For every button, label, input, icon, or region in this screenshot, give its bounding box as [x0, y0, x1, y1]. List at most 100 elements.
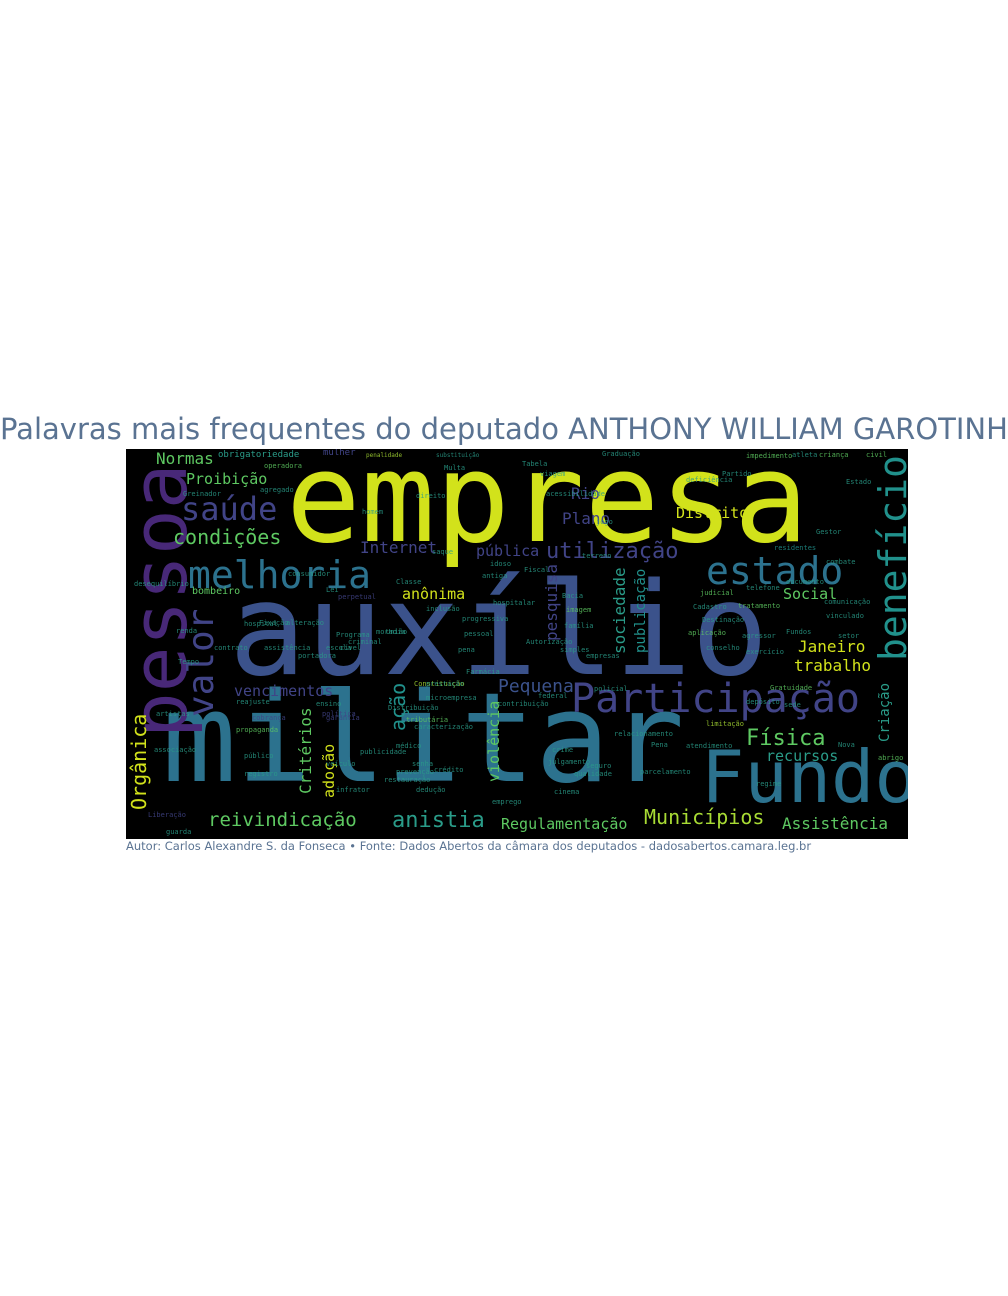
word-cloud-word: guarda: [166, 828, 192, 836]
word-cloud-word: melhoria: [188, 553, 372, 597]
word-cloud-word: Fixação: [259, 619, 289, 627]
word-cloud-word: parcelamento: [640, 768, 691, 776]
word-cloud-word: federal: [538, 692, 568, 700]
word-cloud-word: União: [386, 628, 408, 636]
word-cloud-word: publicação: [633, 569, 649, 654]
word-cloud-word: viagem: [540, 470, 566, 478]
word-cloud-word: Estado: [846, 478, 872, 486]
word-cloud-word: alteração: [286, 619, 324, 627]
word-cloud-word: Regulamentação: [501, 815, 628, 833]
word-cloud-word: Fundo: [701, 735, 908, 819]
word-cloud-word: Janeiro: [798, 637, 866, 656]
word-cloud-word: exercício: [746, 648, 784, 656]
word-cloud-word: publicidade: [360, 748, 407, 756]
word-cloud-word: prestação: [426, 680, 464, 688]
word-cloud-word: homem: [362, 508, 384, 516]
word-cloud-word: sociedade: [610, 567, 629, 654]
word-cloud-word: ensino: [316, 700, 342, 708]
word-cloud-word: saúde: [181, 490, 278, 528]
word-cloud-word: Constituição: [414, 680, 465, 688]
word-cloud-word: benefício: [871, 455, 908, 661]
word-cloud-word: Nova: [838, 741, 855, 749]
word-cloud-word: Lei: [326, 586, 339, 594]
word-cloud-word: regime: [756, 780, 782, 788]
word-cloud-word: agressor: [742, 632, 776, 640]
word-cloud-word: Autorização: [526, 638, 573, 646]
word-cloud-word: aplicação: [688, 629, 726, 637]
word-cloud-word: direito: [416, 492, 446, 500]
word-cloud-word: imagem: [566, 606, 592, 614]
chart-title: Palavras mais frequentes do deputado ANT…: [0, 412, 1008, 446]
word-cloud-word: Graduação: [602, 450, 640, 458]
word-cloud-word: seguro: [586, 762, 612, 770]
word-cloud-word: tratamento: [738, 602, 781, 610]
word-cloud-word: médico: [396, 742, 422, 750]
word-cloud-word: Plano: [562, 509, 611, 528]
word-cloud-word: reivindicação: [208, 809, 357, 831]
word-cloud-word: antiga: [482, 572, 508, 580]
word-cloud-word: microempresa: [426, 694, 477, 702]
word-cloud-word: militar: [162, 667, 685, 811]
word-cloud-word: qualidade: [574, 770, 612, 778]
word-cloud-word: Normas: [156, 449, 214, 468]
word-cloud-word: pesquisa: [542, 564, 561, 642]
word-cloud-word: pública: [476, 542, 540, 560]
word-cloud-word: violência: [485, 701, 503, 783]
word-cloud-word: sede: [784, 701, 801, 709]
word-cloud-word: Greinador: [183, 490, 221, 498]
word-cloud-word: telefone: [746, 584, 780, 592]
word-cloud-word: crédito: [434, 766, 464, 774]
word-cloud-word: tributária: [406, 716, 449, 724]
word-cloud-word: Multa: [444, 464, 466, 472]
word-cloud-word: Municípios: [644, 805, 765, 829]
word-cloud-word: Distribuição: [388, 704, 439, 712]
word-cloud-word: Farmácia: [466, 668, 500, 676]
word-cloud-word: vinculado: [826, 612, 864, 620]
word-cloud-word: portadora: [298, 652, 336, 660]
word-cloud-word: Classe: [396, 578, 422, 586]
word-cloud-word: moradia: [376, 628, 406, 636]
word-cloud-word: criança: [819, 451, 849, 459]
word-cloud-word: idoso: [490, 560, 512, 568]
word-cloud-word: estado: [706, 549, 844, 593]
word-cloud-word: auxílio: [229, 556, 769, 705]
word-cloud-word: Tempo: [178, 658, 200, 666]
word-cloud-word: utilização: [546, 539, 679, 564]
word-cloud-word: Liberação: [148, 811, 186, 819]
word-cloud-word: conselho: [706, 644, 740, 652]
word-cloud-word: contrato: [214, 644, 248, 652]
word-cloud-word: mulher: [323, 449, 356, 458]
word-cloud-word: Criação: [877, 683, 893, 743]
word-cloud-word: Critérios: [296, 707, 315, 794]
word-cloud-word: Rio: [571, 484, 600, 503]
word-cloud-word: artistas: [156, 710, 190, 718]
word-cloud-word: policial: [594, 685, 628, 693]
word-cloud-word: Gratuidade: [770, 684, 813, 692]
word-cloud-word: Programa: [336, 631, 370, 639]
word-cloud-word: saque: [432, 548, 454, 556]
word-cloud-word: público: [244, 752, 274, 760]
word-cloud-word: acessibilidade: [546, 490, 606, 498]
word-cloud-word: substituição: [436, 452, 480, 459]
word-cloud-word: política: [322, 710, 356, 718]
word-cloud-word: empresas: [586, 652, 620, 660]
word-cloud-word: Participação: [571, 676, 860, 722]
word-cloud-word: Pequena: [498, 676, 574, 697]
word-cloud-word: cobrança: [252, 714, 286, 722]
word-cloud-word: veículo: [326, 760, 356, 768]
word-cloud-word: obrigatoriedade: [218, 450, 300, 460]
word-cloud-word: simples: [560, 646, 590, 654]
word-cloud-word: Gestor: [816, 528, 842, 536]
word-cloud-word: cinema: [554, 788, 580, 796]
word-cloud-word: contribuição: [498, 700, 549, 708]
word-cloud-word: Partido: [722, 470, 752, 478]
word-cloud-word: crime: [552, 746, 574, 754]
word-cloud-word: garantia: [326, 714, 360, 722]
word-cloud-word: consumidor: [288, 570, 331, 578]
word-cloud-word: pena: [458, 646, 475, 654]
word-cloud-word: impedimento: [746, 452, 793, 460]
word-cloud-word: civil: [866, 451, 888, 459]
word-cloud-word: judicial: [700, 589, 734, 597]
word-cloud-word: terreno: [582, 552, 612, 560]
word-cloud-word: anônima: [402, 585, 466, 603]
